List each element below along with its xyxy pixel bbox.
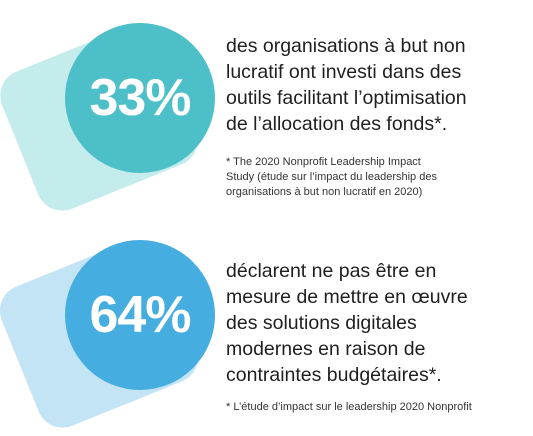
stat-footnote: * The 2020 Nonprofit Leadership Impact S… [226, 156, 437, 198]
stat-block-2: 64% déclarent ne pas être en mesure de m… [0, 215, 533, 436]
stat-circle: 64% [65, 240, 215, 390]
stat-description: déclarent ne pas être en mesure de mettr… [226, 260, 468, 386]
stat-text-block: des organisations à but non lucratif ont… [226, 33, 526, 200]
stat-circle: 33% [65, 23, 215, 173]
stat-block-1: 33% des organisations à but non lucratif… [0, 0, 533, 219]
stat-footnote: * L’étude d’impact sur le leadership 202… [226, 401, 472, 413]
stat-text-block: déclarent ne pas être en mesure de mettr… [226, 258, 526, 415]
stat-value: 33% [89, 69, 191, 127]
stat-description: des organisations à but non lucratif ont… [226, 35, 467, 135]
stat-value: 64% [89, 286, 191, 344]
